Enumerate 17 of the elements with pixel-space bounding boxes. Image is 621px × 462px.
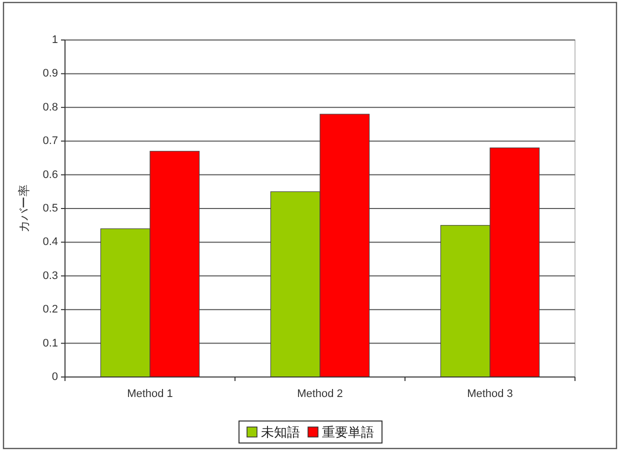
legend-label: 重要単語 <box>322 424 374 440</box>
legend-label: 未知語 <box>261 424 300 440</box>
x-tick-label: Method 2 <box>297 388 343 400</box>
y-axis-title: カバー率 <box>17 184 31 232</box>
y-tick-label: 0.6 <box>42 168 58 181</box>
y-tick-label: 0.3 <box>42 270 58 282</box>
y-tick-label: 1 <box>52 34 58 46</box>
x-tick-label: Method 3 <box>467 388 513 400</box>
y-tick-label: 0 <box>52 371 58 383</box>
y-tick-label: 0.1 <box>42 337 58 350</box>
x-tick-label: Method 1 <box>127 388 173 400</box>
y-tick-label: 0.2 <box>42 304 58 316</box>
y-tick-label: 0.5 <box>42 202 58 214</box>
y-tick-label: 0.7 <box>42 135 58 148</box>
y-tick-label: 0.4 <box>42 236 58 248</box>
y-tick-label: 0.8 <box>42 101 58 114</box>
y-tick-label: 0.9 <box>42 68 58 80</box>
